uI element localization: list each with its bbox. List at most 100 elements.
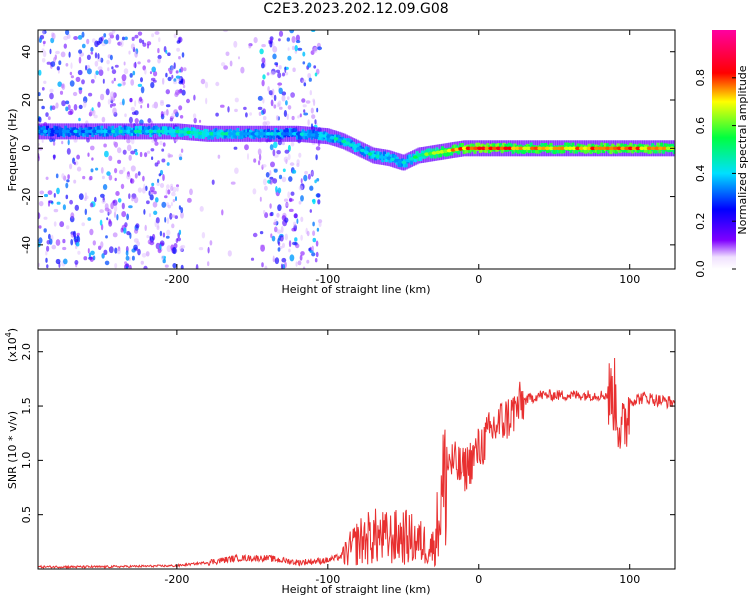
noise-cell <box>173 109 178 115</box>
noise-cell <box>278 241 281 246</box>
noise-cell <box>312 221 315 227</box>
noise-cell <box>76 232 80 236</box>
ridge-cell <box>147 125 151 134</box>
noise-cell <box>273 218 278 225</box>
noise-cell <box>51 244 57 250</box>
noise-cell <box>272 149 276 157</box>
ridge-core-cell <box>394 158 399 163</box>
noise-cell <box>170 186 174 191</box>
noise-cell <box>309 185 314 191</box>
noise-cell <box>160 255 165 260</box>
noise-cell <box>314 119 317 125</box>
ridge-core-cell <box>39 129 45 134</box>
noise-cell <box>130 165 136 172</box>
noise-cell <box>113 77 116 82</box>
noise-cell <box>302 61 306 65</box>
noise-cell <box>134 228 139 234</box>
ridge-core-cell <box>95 129 101 134</box>
ridge-cell <box>296 131 299 140</box>
x-tick-label: 0 <box>475 273 482 286</box>
noise-cell <box>165 104 171 108</box>
noise-cell <box>294 213 298 219</box>
noise-cell <box>38 147 43 151</box>
noise-cell <box>261 62 265 69</box>
noise-cell <box>220 104 225 108</box>
noise-cell <box>259 231 264 235</box>
noise-cell <box>115 191 120 196</box>
noise-cell <box>51 105 56 110</box>
noise-cell <box>150 82 155 89</box>
noise-cell <box>142 42 147 47</box>
noise-cell <box>303 109 306 113</box>
noise-cell <box>269 144 274 151</box>
noise-cell <box>67 104 71 111</box>
ridge-cell <box>460 143 464 151</box>
noise-cell <box>291 115 295 121</box>
noise-cell <box>151 66 156 73</box>
ridge-core-cell <box>322 134 328 138</box>
ridge-core-cell <box>228 132 233 136</box>
noise-cell <box>81 31 85 38</box>
noise-cell <box>167 204 172 209</box>
noise-cell <box>77 69 83 76</box>
noise-cell <box>305 100 311 104</box>
noise-cell <box>149 194 154 201</box>
noise-cell <box>172 199 176 203</box>
noise-cell <box>287 96 290 100</box>
colorbar-tick-label: 0.2 <box>694 212 707 230</box>
noise-cell <box>134 118 139 124</box>
ridge-cell <box>564 142 568 151</box>
noise-cell <box>273 104 277 109</box>
noise-cell <box>240 66 245 74</box>
noise-cell <box>83 256 88 261</box>
x-tick-label: 0 <box>475 573 482 586</box>
noise-cell <box>300 195 304 202</box>
noise-cell <box>49 88 54 93</box>
noise-cell <box>76 166 82 172</box>
noise-cell <box>233 146 238 150</box>
ridge-core-cell <box>420 153 426 157</box>
noise-cell <box>171 214 176 218</box>
noise-cell <box>146 200 150 205</box>
noise-cell <box>69 80 75 87</box>
noise-cell <box>258 160 261 166</box>
noise-cell <box>103 33 107 38</box>
ridge-core-cell <box>194 131 199 135</box>
noise-cell <box>140 77 143 83</box>
noise-cell <box>90 145 95 151</box>
noise-cell <box>69 199 73 205</box>
noise-cell <box>84 197 87 202</box>
noise-cell <box>313 46 318 54</box>
noise-cell <box>94 52 98 59</box>
noise-cell <box>209 240 213 246</box>
noise-cell <box>277 187 282 194</box>
noise-cell <box>287 144 291 152</box>
noise-cell <box>73 161 76 165</box>
noise-cell <box>300 234 303 241</box>
noise-cell <box>151 33 155 38</box>
noise-cell <box>75 242 80 247</box>
noise-cell <box>131 111 136 116</box>
noise-cell <box>247 153 249 160</box>
noise-cell <box>195 264 199 269</box>
noise-cell <box>128 50 131 55</box>
ridge-core-cell <box>654 146 660 151</box>
ridge-core-cell <box>265 132 271 136</box>
noise-cell <box>296 218 299 224</box>
noise-cell <box>143 265 148 269</box>
noise-cell <box>62 246 67 251</box>
noise-cell <box>100 167 104 174</box>
noise-cell <box>126 213 129 221</box>
noise-cell <box>166 162 170 166</box>
noise-cell <box>169 118 174 122</box>
noise-cell <box>56 201 61 205</box>
noise-cell <box>101 175 105 180</box>
ridge-core-cell <box>511 146 516 151</box>
noise-cell <box>153 71 158 77</box>
noise-cell <box>65 100 70 105</box>
ridge-core-cell <box>92 129 98 134</box>
ridge-cell <box>553 146 557 155</box>
ridge-cell <box>274 128 278 136</box>
noise-cell <box>146 235 150 239</box>
noise-cell <box>73 139 78 143</box>
